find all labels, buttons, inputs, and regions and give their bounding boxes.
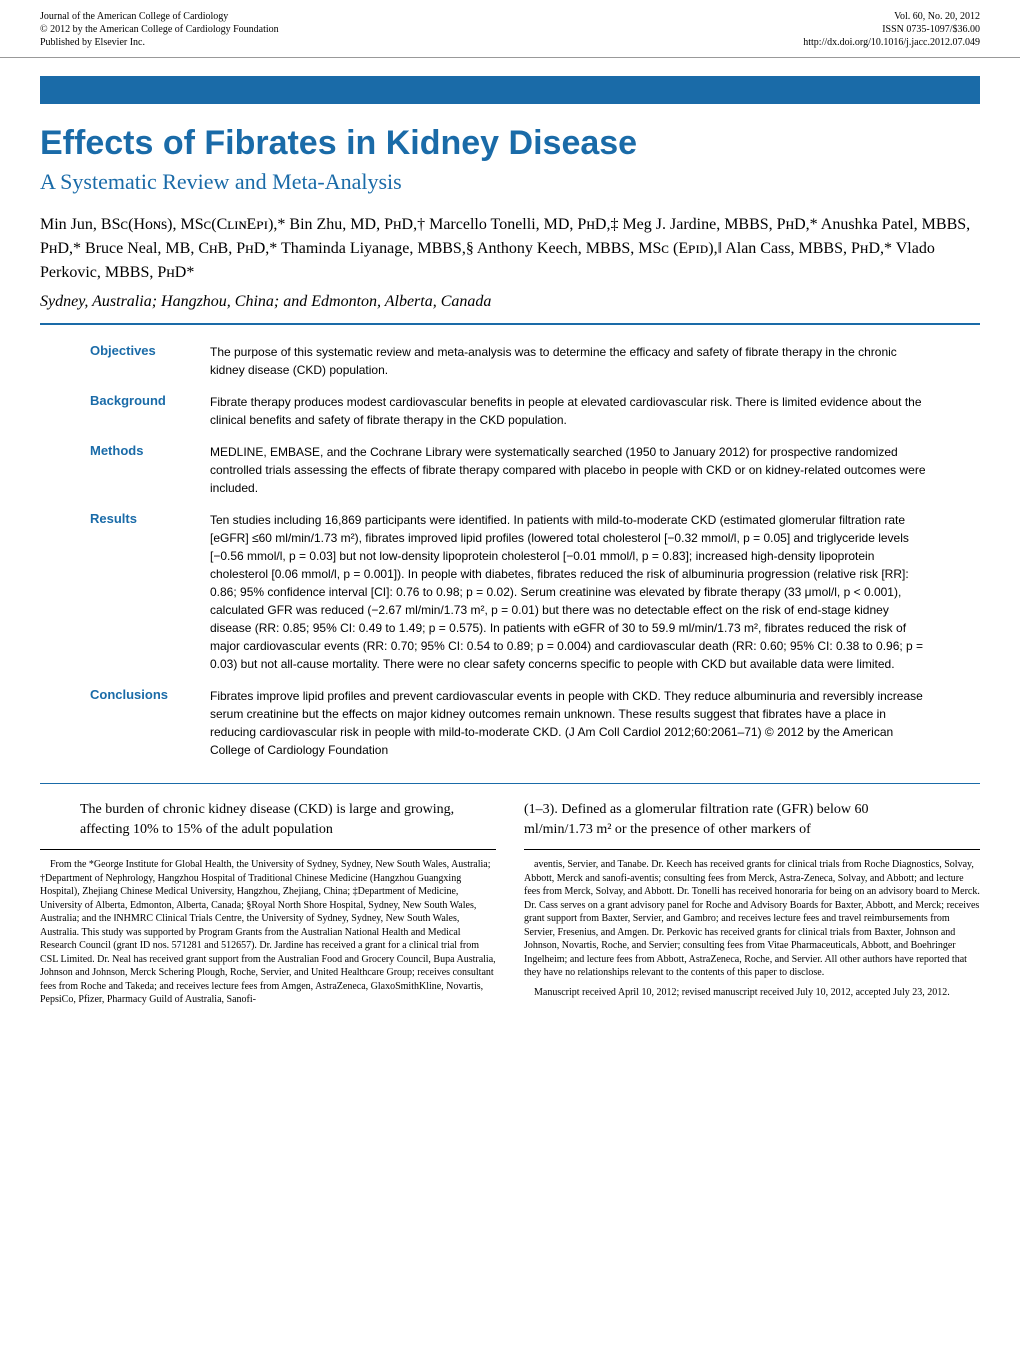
copyright: © 2012 by the American College of Cardio… bbox=[40, 23, 279, 36]
title-bar bbox=[40, 76, 980, 104]
conclusions-text: Fibrates improve lipid profiles and prev… bbox=[210, 687, 930, 759]
intro-paragraph: The burden of chronic kidney disease (CK… bbox=[40, 783, 980, 849]
volume-issue: Vol. 60, No. 20, 2012 bbox=[803, 10, 980, 23]
affiliations-detail: From the *George Institute for Global He… bbox=[40, 858, 496, 1007]
footnote-left-col: From the *George Institute for Global He… bbox=[40, 849, 496, 1013]
intro-right-col: (1–3). Defined as a glomerular filtratio… bbox=[524, 800, 940, 839]
issn: ISSN 0735-1097/$36.00 bbox=[803, 23, 980, 36]
manuscript-dates: Manuscript received April 10, 2012; revi… bbox=[524, 986, 980, 1000]
results-text: Ten studies including 16,869 participant… bbox=[210, 511, 930, 673]
running-header: Journal of the American College of Cardi… bbox=[0, 0, 1020, 58]
divider-top bbox=[40, 323, 980, 325]
results-label: Results bbox=[90, 511, 210, 673]
footnote-right-col: aventis, Servier, and Tanabe. Dr. Keech … bbox=[524, 849, 980, 1013]
objectives-text: The purpose of this systematic review an… bbox=[210, 343, 930, 379]
intro-left-col: The burden of chronic kidney disease (CK… bbox=[80, 800, 496, 839]
affiliations: Sydney, Australia; Hangzhou, China; and … bbox=[40, 293, 980, 311]
abstract-objectives: Objectives The purpose of this systemati… bbox=[90, 343, 930, 379]
title-block: Effects of Fibrates in Kidney Disease A … bbox=[0, 104, 1020, 311]
abstract-background: Background Fibrate therapy produces mode… bbox=[90, 393, 930, 429]
disclosures: aventis, Servier, and Tanabe. Dr. Keech … bbox=[524, 858, 980, 980]
article-subtitle: A Systematic Review and Meta-Analysis bbox=[40, 169, 980, 195]
methods-text: MEDLINE, EMBASE, and the Cochrane Librar… bbox=[210, 443, 930, 497]
background-label: Background bbox=[90, 393, 210, 429]
background-text: Fibrate therapy produces modest cardiova… bbox=[210, 393, 930, 429]
journal-name: Journal of the American College of Cardi… bbox=[40, 10, 279, 23]
methods-label: Methods bbox=[90, 443, 210, 497]
header-left: Journal of the American College of Cardi… bbox=[40, 10, 279, 49]
authors: Min Jun, BSᴄ(Hᴏɴs), MSᴄ(CʟɪɴEᴘɪ),* Bin Z… bbox=[40, 213, 980, 285]
doi: http://dx.doi.org/10.1016/j.jacc.2012.07… bbox=[803, 36, 980, 49]
article-title: Effects of Fibrates in Kidney Disease bbox=[40, 124, 980, 163]
conclusions-label: Conclusions bbox=[90, 687, 210, 759]
abstract-conclusions: Conclusions Fibrates improve lipid profi… bbox=[90, 687, 930, 759]
structured-abstract: Objectives The purpose of this systemati… bbox=[0, 343, 1020, 783]
footnotes: From the *George Institute for Global He… bbox=[0, 849, 1020, 1033]
abstract-results: Results Ten studies including 16,869 par… bbox=[90, 511, 930, 673]
abstract-methods: Methods MEDLINE, EMBASE, and the Cochran… bbox=[90, 443, 930, 497]
header-right: Vol. 60, No. 20, 2012 ISSN 0735-1097/$36… bbox=[803, 10, 980, 49]
objectives-label: Objectives bbox=[90, 343, 210, 379]
publisher: Published by Elsevier Inc. bbox=[40, 36, 279, 49]
